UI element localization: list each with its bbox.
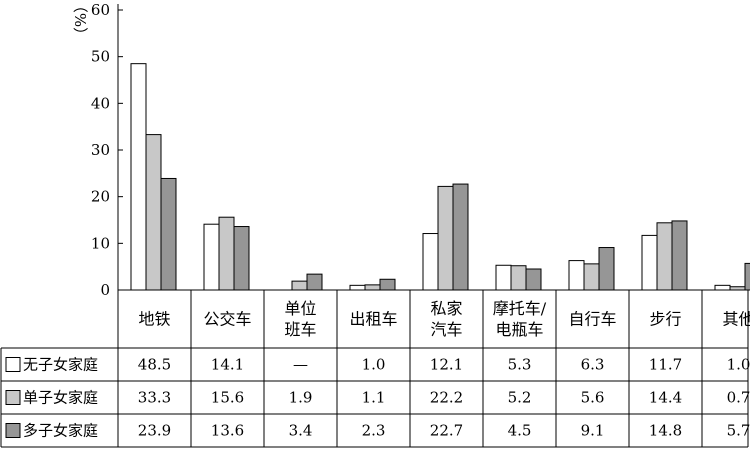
bar <box>510 265 527 291</box>
y-tick-label: 0 <box>100 281 110 299</box>
data-label: 5.6 <box>581 389 605 407</box>
bar <box>525 268 542 291</box>
bar <box>744 262 750 291</box>
data-label: 13.6 <box>211 422 244 440</box>
bar <box>656 222 673 291</box>
bar <box>145 134 162 291</box>
category-label: 电瓶车 <box>495 320 543 339</box>
bars <box>130 63 750 291</box>
data-label: 48.5 <box>138 356 171 374</box>
data-label: 4.5 <box>508 422 532 440</box>
bar <box>160 177 177 291</box>
data-label: 12.1 <box>430 356 463 374</box>
bar <box>422 233 439 291</box>
y-tick-label: 30 <box>91 141 110 159</box>
bar <box>218 216 235 291</box>
bar <box>130 63 147 291</box>
bar <box>714 284 731 291</box>
category-label: 私家 <box>430 299 462 318</box>
bar <box>364 284 381 291</box>
data-label: 22.7 <box>430 422 463 440</box>
data-label: 1.0 <box>362 356 386 374</box>
data-label: 6.3 <box>581 356 605 374</box>
y-tick-label: 50 <box>91 48 110 66</box>
data-label: 14.4 <box>649 389 682 407</box>
y-axis-label: （%） <box>71 0 89 42</box>
bar <box>349 284 366 291</box>
y-tick-label: 40 <box>91 94 110 112</box>
y-tick-label: 60 <box>91 1 110 19</box>
data-label: 2.3 <box>362 422 386 440</box>
data-label: 1.1 <box>362 389 386 407</box>
category-label: 地铁 <box>138 310 170 329</box>
legend-swatch <box>5 390 21 405</box>
data-label: 9.1 <box>581 422 605 440</box>
bar <box>452 183 469 291</box>
category-label: 摩托车/ <box>493 299 547 318</box>
data-label: 1.9 <box>289 389 313 407</box>
data-label: 33.3 <box>138 389 171 407</box>
bar <box>306 273 323 291</box>
legend-label: 单子女家庭 <box>23 389 98 407</box>
category-label: 公交车 <box>203 310 251 329</box>
bar <box>291 280 308 291</box>
bar <box>583 263 600 291</box>
category-label: 其他 <box>722 310 750 329</box>
legend-swatch <box>5 357 21 372</box>
category-label: 单位 <box>284 299 316 318</box>
data-label: 14.1 <box>211 356 244 374</box>
bar <box>379 278 396 291</box>
category-label: 出租车 <box>349 310 397 329</box>
category-label: 班车 <box>284 320 316 339</box>
data-label: 15.6 <box>211 389 244 407</box>
legend-label: 无子女家庭 <box>23 356 98 374</box>
data-label: 5.2 <box>508 389 532 407</box>
legend-label: 多子女家庭 <box>23 422 98 440</box>
bar <box>671 220 688 291</box>
y-tick-label: 10 <box>91 234 110 252</box>
data-label: 22.2 <box>430 389 463 407</box>
data-label: 11.7 <box>649 356 682 374</box>
category-label: 自行车 <box>568 310 616 329</box>
category-label: 汽车 <box>430 320 462 339</box>
bar <box>233 226 250 291</box>
data-label: 5.7 <box>727 422 750 440</box>
bar <box>437 185 454 291</box>
data-label: 0.7 <box>727 389 750 407</box>
bar <box>203 223 220 291</box>
bar <box>495 264 512 291</box>
data-label: 5.3 <box>508 356 532 374</box>
data-label: 1.0 <box>727 356 750 374</box>
bar <box>641 234 658 291</box>
data-label: 3.4 <box>289 422 313 440</box>
data-label: 14.8 <box>649 422 682 440</box>
y-axis: 0 10 20 30 40 50 60 <box>91 1 123 299</box>
bar <box>598 247 615 291</box>
data-label: 23.9 <box>138 422 171 440</box>
legend-swatch <box>5 423 21 438</box>
bar <box>568 260 585 291</box>
data-label: — <box>293 356 308 374</box>
y-tick-label: 20 <box>91 188 110 206</box>
category-label: 步行 <box>649 310 681 329</box>
